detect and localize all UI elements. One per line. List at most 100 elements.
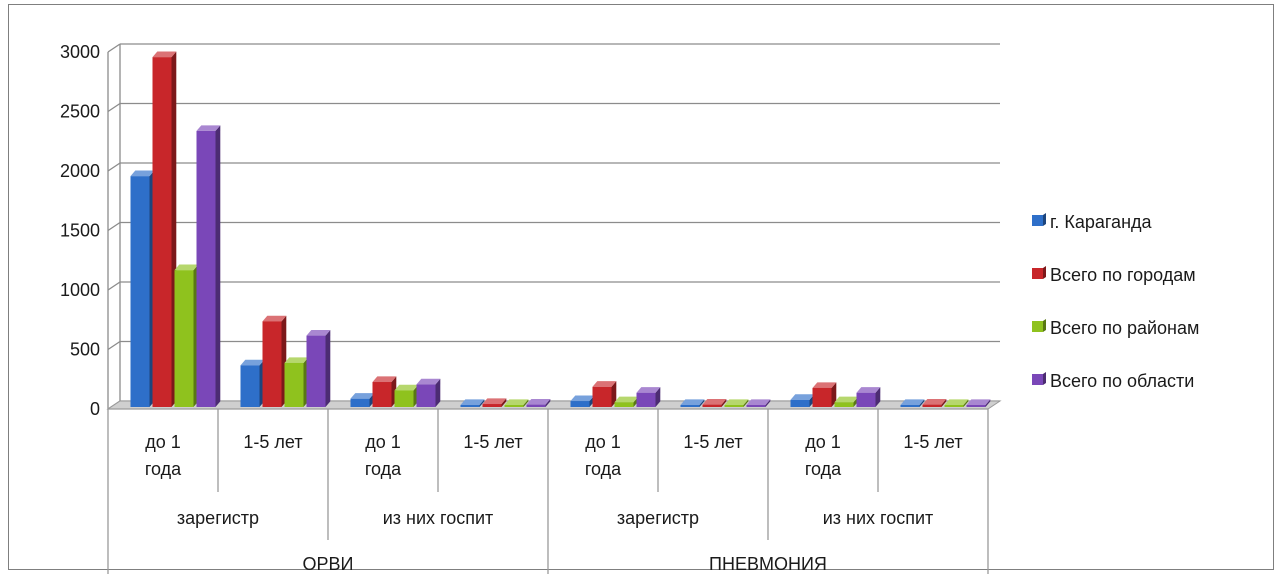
bar: [746, 405, 766, 407]
gridline-side: [107, 162, 121, 172]
bar-side: [985, 399, 991, 407]
gridline-side: [107, 281, 121, 291]
bar-side: [435, 378, 441, 407]
bar: [394, 390, 414, 407]
bar-top: [856, 387, 881, 393]
bar: [900, 405, 920, 407]
y-tick-label: 2000: [60, 161, 100, 181]
category-label-l1: до 1: [805, 432, 841, 452]
category-label-l3: ПНЕВМОНИЯ: [709, 554, 827, 574]
bar: [130, 176, 150, 407]
bar: [834, 402, 854, 407]
bar-top: [834, 396, 859, 403]
bar-side: [721, 399, 727, 407]
bar: [592, 386, 612, 407]
legend-swatch: [1032, 321, 1043, 332]
bar-top: [394, 384, 419, 391]
bar: [372, 382, 392, 407]
bar: [636, 392, 656, 407]
bar-top: [922, 399, 947, 405]
y-tick-label: 0: [90, 399, 100, 419]
bar-top: [812, 382, 837, 388]
category-label-l1: до 1: [145, 432, 181, 452]
bar: [416, 384, 436, 407]
gridline-side: [107, 102, 121, 113]
bar-top: [526, 399, 551, 405]
bar: [460, 405, 480, 407]
bar: [856, 392, 876, 407]
legend-label: Всего по области: [1050, 371, 1194, 391]
bar-side: [523, 399, 529, 407]
legend-swatch: [1032, 374, 1043, 385]
legend-label: Всего по городам: [1050, 265, 1196, 285]
bar-side: [919, 399, 925, 407]
bar: [284, 362, 304, 407]
bar: [812, 387, 832, 407]
bar-top: [152, 51, 177, 58]
legend-swatch: [1032, 268, 1043, 279]
bar: [306, 335, 326, 407]
bar-top: [262, 315, 287, 322]
bar-top: [614, 396, 639, 403]
bar-top: [570, 395, 595, 402]
bar-top: [504, 399, 529, 405]
bar-side: [699, 399, 705, 407]
bar-top: [944, 399, 969, 405]
bar: [152, 57, 172, 407]
bar: [504, 405, 524, 407]
bar-top: [460, 399, 485, 405]
bar-top: [482, 398, 507, 405]
category-label-l1: года: [805, 459, 842, 479]
bar-side: [765, 399, 771, 407]
bar-side: [325, 330, 331, 407]
bar-top: [416, 378, 441, 385]
bar-top: [240, 359, 265, 366]
bar-top: [724, 399, 749, 405]
bar-side: [611, 381, 617, 407]
bar-top: [174, 264, 199, 271]
bar-side: [743, 399, 749, 407]
bar: [944, 405, 964, 407]
bar-side: [215, 125, 221, 407]
category-label-l2: из них госпит: [383, 508, 494, 528]
y-tick-label: 1000: [60, 280, 100, 300]
bar-side: [963, 399, 969, 407]
bar-side: [875, 387, 881, 407]
bar-top: [702, 399, 727, 405]
bar: [174, 270, 194, 407]
bar-top: [196, 125, 221, 131]
bar-top: [350, 393, 375, 399]
category-label-l1: 1-5 лет: [463, 432, 522, 452]
bar: [482, 404, 502, 407]
y-tick-label: 500: [70, 340, 100, 360]
bar-side: [655, 387, 661, 407]
category-label-l3: ОРВИ: [303, 554, 354, 574]
bar-top: [680, 399, 705, 405]
bar-top: [966, 399, 991, 405]
category-label-l1: года: [365, 459, 402, 479]
bar-top: [306, 330, 331, 336]
bar-top: [372, 376, 397, 383]
category-label-l1: 1-5 лет: [683, 432, 742, 452]
bar: [702, 404, 722, 407]
bar-top: [636, 387, 661, 393]
legend-swatch-side: [1043, 319, 1046, 332]
bar-side: [479, 399, 485, 407]
category-label-l1: 1-5 лет: [903, 432, 962, 452]
category-label-l1: до 1: [365, 432, 401, 452]
category-label-l2: зарегистр: [617, 508, 699, 528]
category-label-l1: до 1: [585, 432, 621, 452]
category-label-l2: зарегистр: [177, 508, 259, 528]
legend-swatch: [1032, 215, 1043, 226]
bar-side: [941, 399, 947, 407]
gridline-side: [107, 221, 121, 232]
bar-top: [790, 394, 815, 400]
bar: [922, 404, 942, 407]
category-label-l2: из них госпит: [823, 508, 934, 528]
gridline-side: [107, 43, 121, 53]
category-label-l1: года: [585, 459, 622, 479]
bar: [724, 405, 744, 407]
legend-swatch-side: [1043, 266, 1046, 279]
category-label-l1: 1-5 лет: [243, 432, 302, 452]
